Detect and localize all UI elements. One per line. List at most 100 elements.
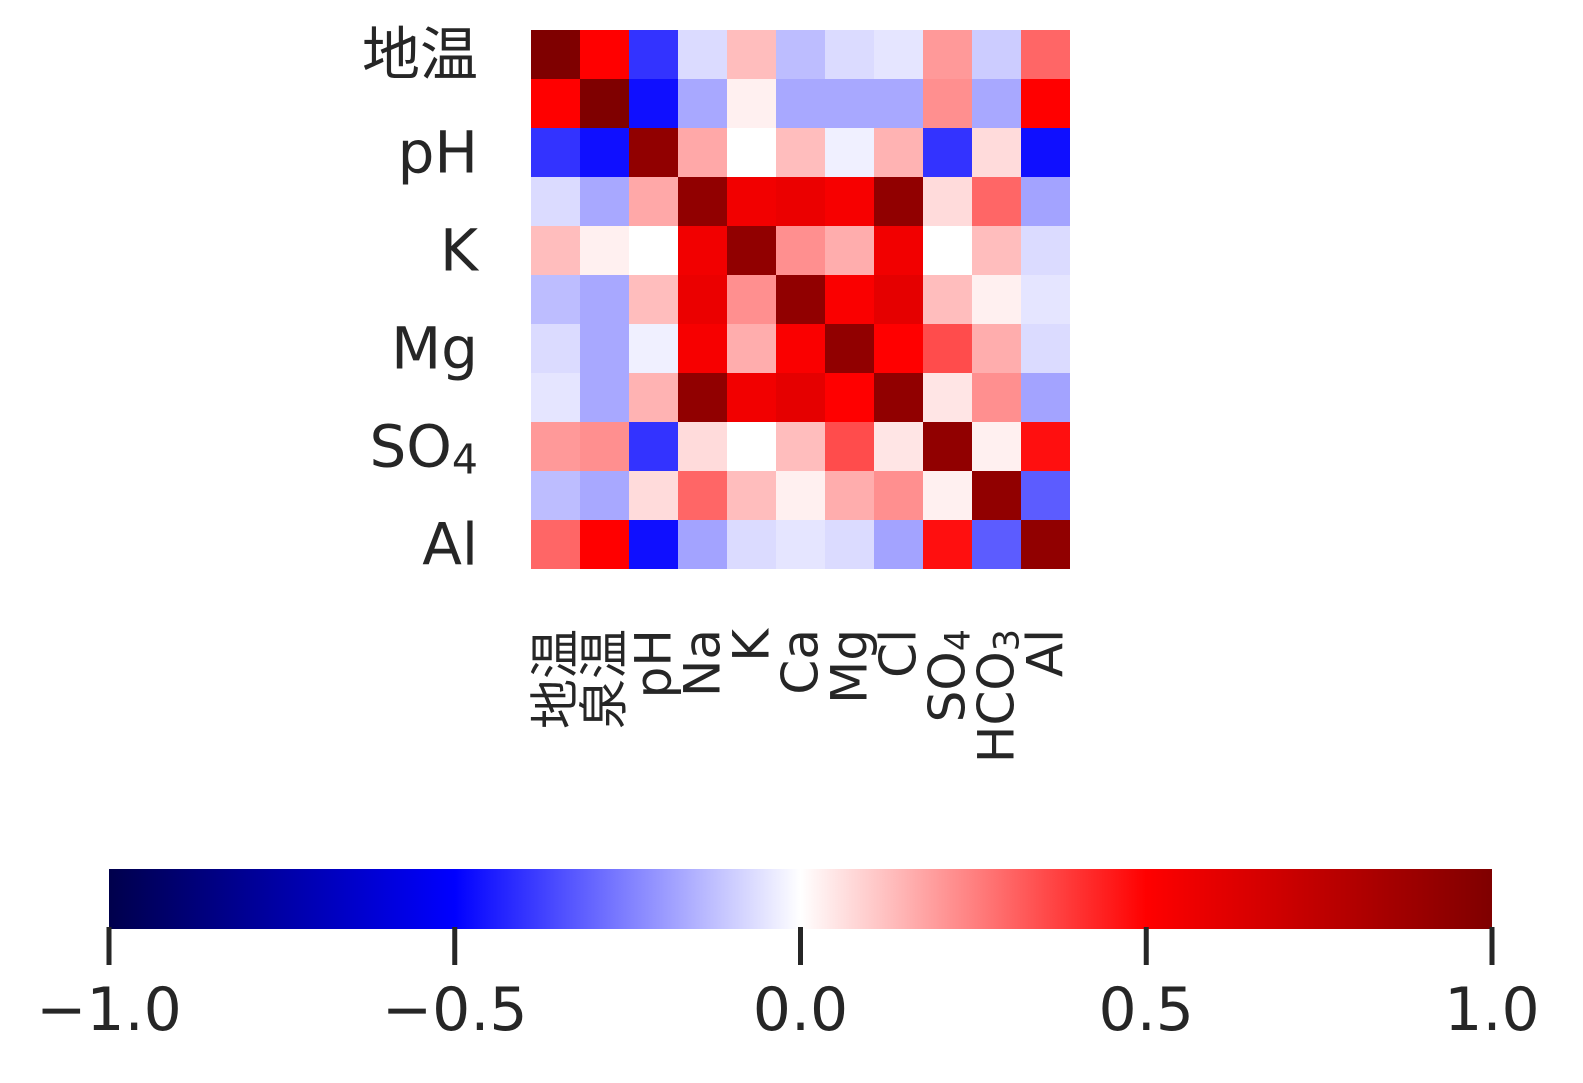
heatmap-cell	[972, 422, 1021, 471]
heatmap-cell	[531, 324, 580, 373]
colorbar-tick-label: −1.0	[36, 975, 182, 1045]
heatmap-cell	[678, 275, 727, 324]
heatmap-cell	[825, 79, 874, 128]
heatmap-cell	[874, 177, 923, 226]
heatmap-cell	[678, 520, 727, 569]
heatmap-cell	[825, 275, 874, 324]
heatmap-cell	[923, 79, 972, 128]
heatmap-cell	[972, 275, 1021, 324]
heatmap-cell	[580, 177, 629, 226]
heatmap-cell	[776, 226, 825, 275]
heatmap-cell	[727, 520, 776, 569]
heatmap-cell	[923, 324, 972, 373]
x-tick-label: Na	[674, 629, 732, 697]
heatmap-cell	[678, 324, 727, 373]
heatmap-cell	[727, 471, 776, 520]
x-tick-label: Ca	[772, 629, 830, 695]
heatmap-cell	[874, 422, 923, 471]
heatmap-cell	[531, 79, 580, 128]
heatmap-cell	[776, 177, 825, 226]
heatmap-cell	[874, 226, 923, 275]
heatmap-cell	[531, 177, 580, 226]
heatmap-cell	[678, 128, 727, 177]
heatmap-cell	[825, 422, 874, 471]
heatmap-cell	[776, 79, 825, 128]
heatmap-cell	[825, 226, 874, 275]
colorbar-gradient	[109, 869, 1492, 929]
heatmap-cell	[825, 471, 874, 520]
heatmap-cell	[531, 422, 580, 471]
heatmap-cell	[776, 128, 825, 177]
heatmap-cell	[727, 422, 776, 471]
heatmap-cell	[972, 471, 1021, 520]
x-tick-label: Al	[1017, 629, 1075, 677]
heatmap-cell	[727, 275, 776, 324]
heatmap-cell	[580, 226, 629, 275]
heatmap-cell	[629, 373, 678, 422]
heatmap-cell	[923, 520, 972, 569]
colorbar-tick-label: 1.0	[1444, 975, 1539, 1045]
heatmap-cell	[776, 422, 825, 471]
heatmap-cell	[874, 275, 923, 324]
heatmap-cell	[531, 471, 580, 520]
colorbar-tick-label: 0.0	[753, 975, 848, 1045]
x-tick-label: SO4	[919, 629, 979, 722]
heatmap-cell	[825, 177, 874, 226]
heatmap-cell	[923, 177, 972, 226]
heatmap-cell	[923, 128, 972, 177]
heatmap-cell	[531, 30, 580, 79]
heatmap-cell	[874, 324, 923, 373]
heatmap-cell	[1021, 275, 1070, 324]
heatmap-cells	[531, 30, 1070, 569]
heatmap-cell	[678, 226, 727, 275]
heatmap-cell	[923, 422, 972, 471]
heatmap-cell	[1021, 422, 1070, 471]
heatmap-cell	[629, 128, 678, 177]
heatmap-cell	[776, 30, 825, 79]
heatmap-cell	[972, 79, 1021, 128]
heatmap-cell	[580, 324, 629, 373]
heatmap-cell	[727, 79, 776, 128]
heatmap-cell	[727, 177, 776, 226]
x-tick-label: Cl	[870, 629, 928, 678]
x-tick-label: K	[723, 628, 781, 662]
heatmap-cell	[874, 520, 923, 569]
heatmap-cell	[776, 373, 825, 422]
heatmap-cell	[727, 373, 776, 422]
heatmap-cell	[580, 373, 629, 422]
heatmap-cell	[580, 520, 629, 569]
heatmap-cell	[1021, 324, 1070, 373]
heatmap-cell	[531, 275, 580, 324]
heatmap-cell	[629, 177, 678, 226]
heatmap-cell	[972, 30, 1021, 79]
heatmap-cell	[580, 275, 629, 324]
heatmap-cell	[531, 226, 580, 275]
colorbar: −1.0 −0.5 0.0 0.5 1.0	[36, 869, 1540, 1045]
y-tick-label: Al	[422, 511, 478, 579]
heatmap-cell	[776, 324, 825, 373]
y-tick-label: Mg	[391, 315, 478, 383]
heatmap-cell	[678, 471, 727, 520]
heatmap-cell	[629, 520, 678, 569]
heatmap-cell	[727, 226, 776, 275]
heatmap-cell	[776, 275, 825, 324]
heatmap-cell	[678, 373, 727, 422]
heatmap-cell	[874, 471, 923, 520]
heatmap-cell	[1021, 520, 1070, 569]
heatmap-cell	[531, 373, 580, 422]
heatmap-cell	[825, 520, 874, 569]
heatmap-cell	[923, 30, 972, 79]
heatmap-cell	[580, 30, 629, 79]
heatmap-cell	[776, 520, 825, 569]
heatmap-cell	[629, 30, 678, 79]
heatmap-cell	[678, 79, 727, 128]
heatmap-cell	[727, 128, 776, 177]
heatmap-cell	[874, 373, 923, 422]
heatmap-cell	[923, 471, 972, 520]
heatmap-cell	[1021, 471, 1070, 520]
x-tick-label: HCO3	[968, 629, 1028, 763]
heatmap-cell	[874, 30, 923, 79]
y-tick-label: K	[440, 217, 480, 285]
